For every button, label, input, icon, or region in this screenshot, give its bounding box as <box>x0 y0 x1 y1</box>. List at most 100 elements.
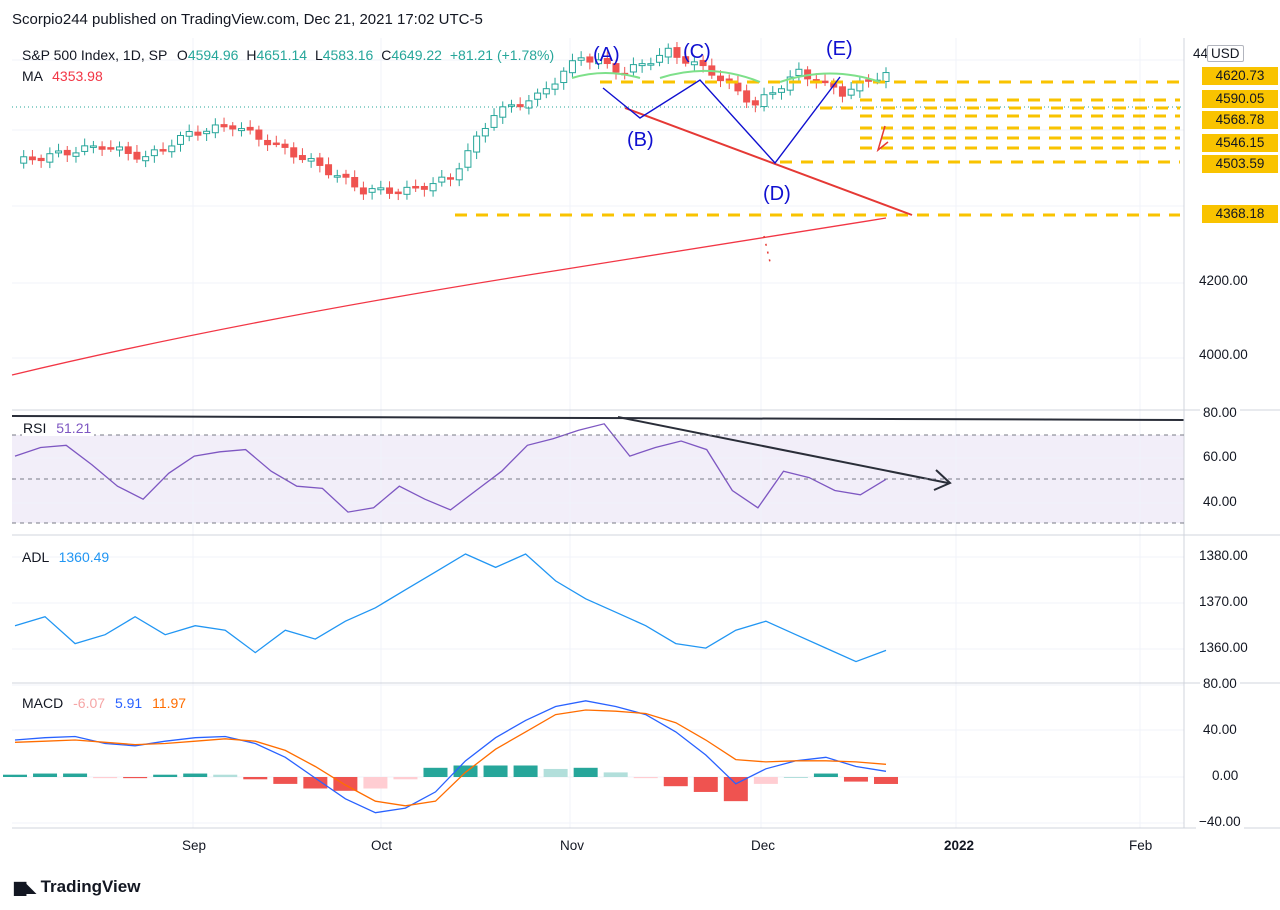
candle-body <box>55 150 63 154</box>
candle-body <box>420 185 428 190</box>
candle-body <box>455 168 463 181</box>
candle-body <box>647 63 655 66</box>
main-pane[interactable] <box>12 38 1184 408</box>
candle-body <box>847 88 855 96</box>
macd-line <box>14 700 887 814</box>
candle-body <box>159 149 167 152</box>
candle-body <box>298 155 306 161</box>
macd-line-value: 5.91 <box>114 695 143 711</box>
candle-body <box>882 72 890 82</box>
candle-body <box>194 131 202 136</box>
ma-value: 4353.98 <box>52 68 103 84</box>
candle-body <box>751 100 759 106</box>
candle-body <box>464 150 472 168</box>
candle-body <box>595 59 603 65</box>
macd-histogram-bar <box>93 777 118 779</box>
candle-body <box>307 158 315 162</box>
adl-line <box>14 553 887 663</box>
candle-body <box>412 185 420 189</box>
candle-body <box>821 80 829 84</box>
macd-signal-value: 11.97 <box>152 695 187 711</box>
rsi-series <box>14 423 887 513</box>
level-tag-4590: 4590.05 <box>1202 90 1278 108</box>
open-label: O <box>176 47 188 63</box>
candle-body <box>246 126 254 131</box>
candle-body <box>777 88 785 93</box>
rsi-horizontal-line <box>11 415 1185 421</box>
macd-tick-minus40: −40.00 <box>1196 814 1244 829</box>
candle-body <box>516 104 524 108</box>
adl-label: ADL <box>22 549 49 565</box>
macd-histogram-bar <box>813 773 838 777</box>
candle-body <box>37 157 45 162</box>
candle-body <box>142 156 150 162</box>
candle-body <box>447 177 454 180</box>
macd-histogram-bar <box>3 774 27 777</box>
candle-body <box>638 63 646 67</box>
open-value: 4594.96 <box>187 47 239 63</box>
tradingview-logo[interactable]: ▆◣ TradingView <box>14 877 140 897</box>
candle-body <box>386 187 394 194</box>
macd-histogram-bar <box>423 767 448 777</box>
candle-body <box>89 145 97 148</box>
candle-body <box>72 152 80 157</box>
candle-body <box>568 60 576 74</box>
macd-histogram-bar <box>33 773 58 777</box>
candle-body <box>185 131 193 137</box>
candle-body <box>255 129 263 140</box>
candle-body <box>46 153 54 163</box>
wave-path <box>602 76 841 165</box>
candle-body <box>786 76 794 91</box>
candle-body <box>359 187 367 195</box>
candle-body <box>438 176 446 183</box>
macd-histogram-bar <box>513 765 538 777</box>
adl-series <box>14 553 887 663</box>
candle-body <box>368 188 376 193</box>
macd-histogram-bar <box>843 777 868 782</box>
close-value: 4649.22 <box>391 47 442 63</box>
candle-body <box>168 145 176 153</box>
candle-body <box>203 130 211 135</box>
candle-body <box>542 88 550 95</box>
candle-body <box>98 146 106 150</box>
high-label: H <box>246 47 257 63</box>
candle-body <box>473 135 481 153</box>
candle-body <box>629 64 637 73</box>
candle-body <box>150 149 158 157</box>
rsi-arrowhead <box>933 469 952 491</box>
candle-body <box>107 147 115 150</box>
wave-label-c: (C) <box>683 41 711 63</box>
macd-histogram-bar <box>303 777 328 789</box>
candle-body <box>403 186 411 195</box>
candle-body <box>429 183 437 192</box>
rsi-value: 51.21 <box>56 420 92 436</box>
macd-histogram-bar <box>543 768 568 777</box>
candle-body <box>673 47 681 58</box>
adl-tick-1380: 1380.00 <box>1196 548 1251 563</box>
candle-body <box>133 151 141 160</box>
symbol-title: S&P 500 Index, 1D, SP <box>22 47 168 63</box>
currency-button[interactable]: USD <box>1207 45 1244 62</box>
price-series <box>11 42 1184 376</box>
candle-body <box>525 100 533 109</box>
drawings[interactable] <box>11 69 1185 491</box>
candle-body <box>682 56 690 64</box>
rsi-label: RSI <box>23 420 47 436</box>
macd-histogram-bar <box>243 777 268 780</box>
candle-body <box>272 142 280 146</box>
candle-body <box>499 106 507 118</box>
candle-body <box>63 149 71 156</box>
candle-body <box>211 124 219 134</box>
time-tick-oct: Oct <box>368 838 396 853</box>
candle-body <box>734 82 742 92</box>
candle-body <box>551 83 559 90</box>
candle-body <box>394 191 402 195</box>
wave-label-d: (D) <box>763 183 791 205</box>
wave-label-e: (E) <box>826 38 853 60</box>
candle-body <box>760 94 768 108</box>
candle-body <box>220 124 228 128</box>
candle-body <box>699 59 707 67</box>
macd-histogram-bar <box>663 777 688 787</box>
candle-body <box>690 61 698 66</box>
